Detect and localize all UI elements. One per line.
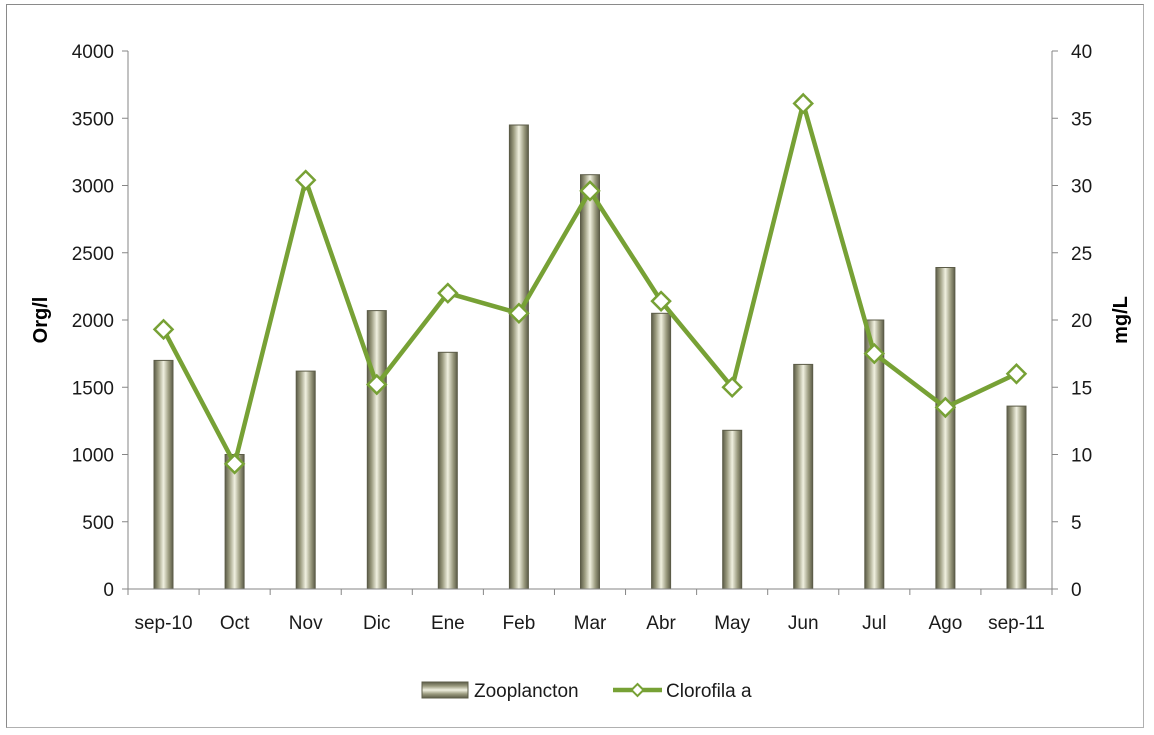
x-tick-label: May (714, 613, 750, 634)
line-marker-sep-11 (1005, 363, 1028, 385)
y2-axis-title: mg/L (1110, 296, 1132, 344)
y-tick-label: 3000 (72, 177, 114, 198)
y-tick-label: 1500 (72, 378, 114, 399)
line-marker-May (721, 376, 743, 399)
x-tick-label: Dic (363, 613, 390, 634)
legend: Zooplancton Clorofila a (421, 681, 752, 702)
legend-swatch-clorofila-marker (630, 682, 645, 698)
line-marker-Nov (294, 169, 317, 191)
y2-tick-label: 40 (1071, 42, 1092, 63)
x-tick-label: Ene (431, 613, 465, 634)
y2-tick-label: 25 (1071, 244, 1092, 265)
x-tick-label: sep-10 (134, 613, 192, 634)
x-tick-label: Jun (788, 613, 819, 634)
bar-Dic (366, 310, 387, 590)
line-marker-Abr (650, 290, 672, 312)
y-tick-label: 1000 (72, 446, 114, 467)
y2-tick-label: 0 (1071, 580, 1082, 601)
legend-label-clorofila: Clorofila a (666, 681, 752, 702)
bar-Feb (508, 124, 529, 590)
y2-tick-label: 5 (1071, 513, 1082, 534)
y2-tick-label: 30 (1071, 177, 1092, 198)
line-marker-Ago (934, 396, 957, 419)
y-tick-label: 4000 (72, 42, 114, 63)
bar-Abr (651, 312, 672, 590)
bar-Mar (580, 174, 600, 590)
line-marker-Jun (792, 92, 814, 115)
line-marker-Oct (223, 453, 246, 475)
bar-Ago (935, 267, 956, 590)
line-marker-Jul (863, 342, 886, 365)
y2-tick-label: 20 (1071, 311, 1092, 332)
y2-tick-label: 15 (1071, 378, 1092, 399)
legend-label-zooplancton: Zooplancton (474, 681, 579, 702)
bar-sep-10 (153, 359, 174, 590)
bar-Oct (224, 454, 245, 590)
labels-layer: 0 500 1000 1500 2000 2500 3000 3500 4000 0 5 10 15 20… (30, 42, 1132, 634)
line-marker-sep-10 (152, 318, 175, 341)
line-layer (152, 92, 1028, 475)
legend-swatch-zooplancton (421, 681, 469, 699)
bar-Nov (295, 370, 316, 590)
x-tick-label: Mar (574, 613, 607, 634)
axes-layer (122, 50, 1058, 595)
x-tick-label: Jul (862, 613, 886, 634)
x-tick-label: Feb (503, 613, 536, 634)
line-marker-Feb (508, 302, 530, 325)
x-tick-label: sep-11 (988, 613, 1045, 634)
y2-tick-label: 35 (1071, 109, 1092, 130)
bar-sep-11 (1006, 405, 1027, 590)
bar-Ene (437, 351, 458, 590)
y-tick-label: 3500 (72, 109, 114, 130)
x-tick-label: Nov (289, 613, 323, 634)
bar-May (722, 429, 743, 590)
y-tick-label: 2500 (72, 244, 114, 265)
y-tick-label: 2000 (72, 311, 114, 332)
line-marker-Ene (437, 282, 459, 304)
line-marker-Mar (579, 180, 601, 202)
x-tick-label: Abr (646, 613, 676, 634)
x-tick-label: Oct (220, 613, 250, 634)
y2-tick-label: 10 (1071, 446, 1092, 467)
bar-Jun (793, 363, 814, 590)
y-tick-label: 0 (103, 580, 114, 601)
x-tick-label: Ago (928, 613, 962, 634)
y-tick-label: 500 (82, 513, 114, 534)
y-axis-title: Org/l (30, 297, 52, 344)
line-marker-Dic (366, 373, 388, 396)
